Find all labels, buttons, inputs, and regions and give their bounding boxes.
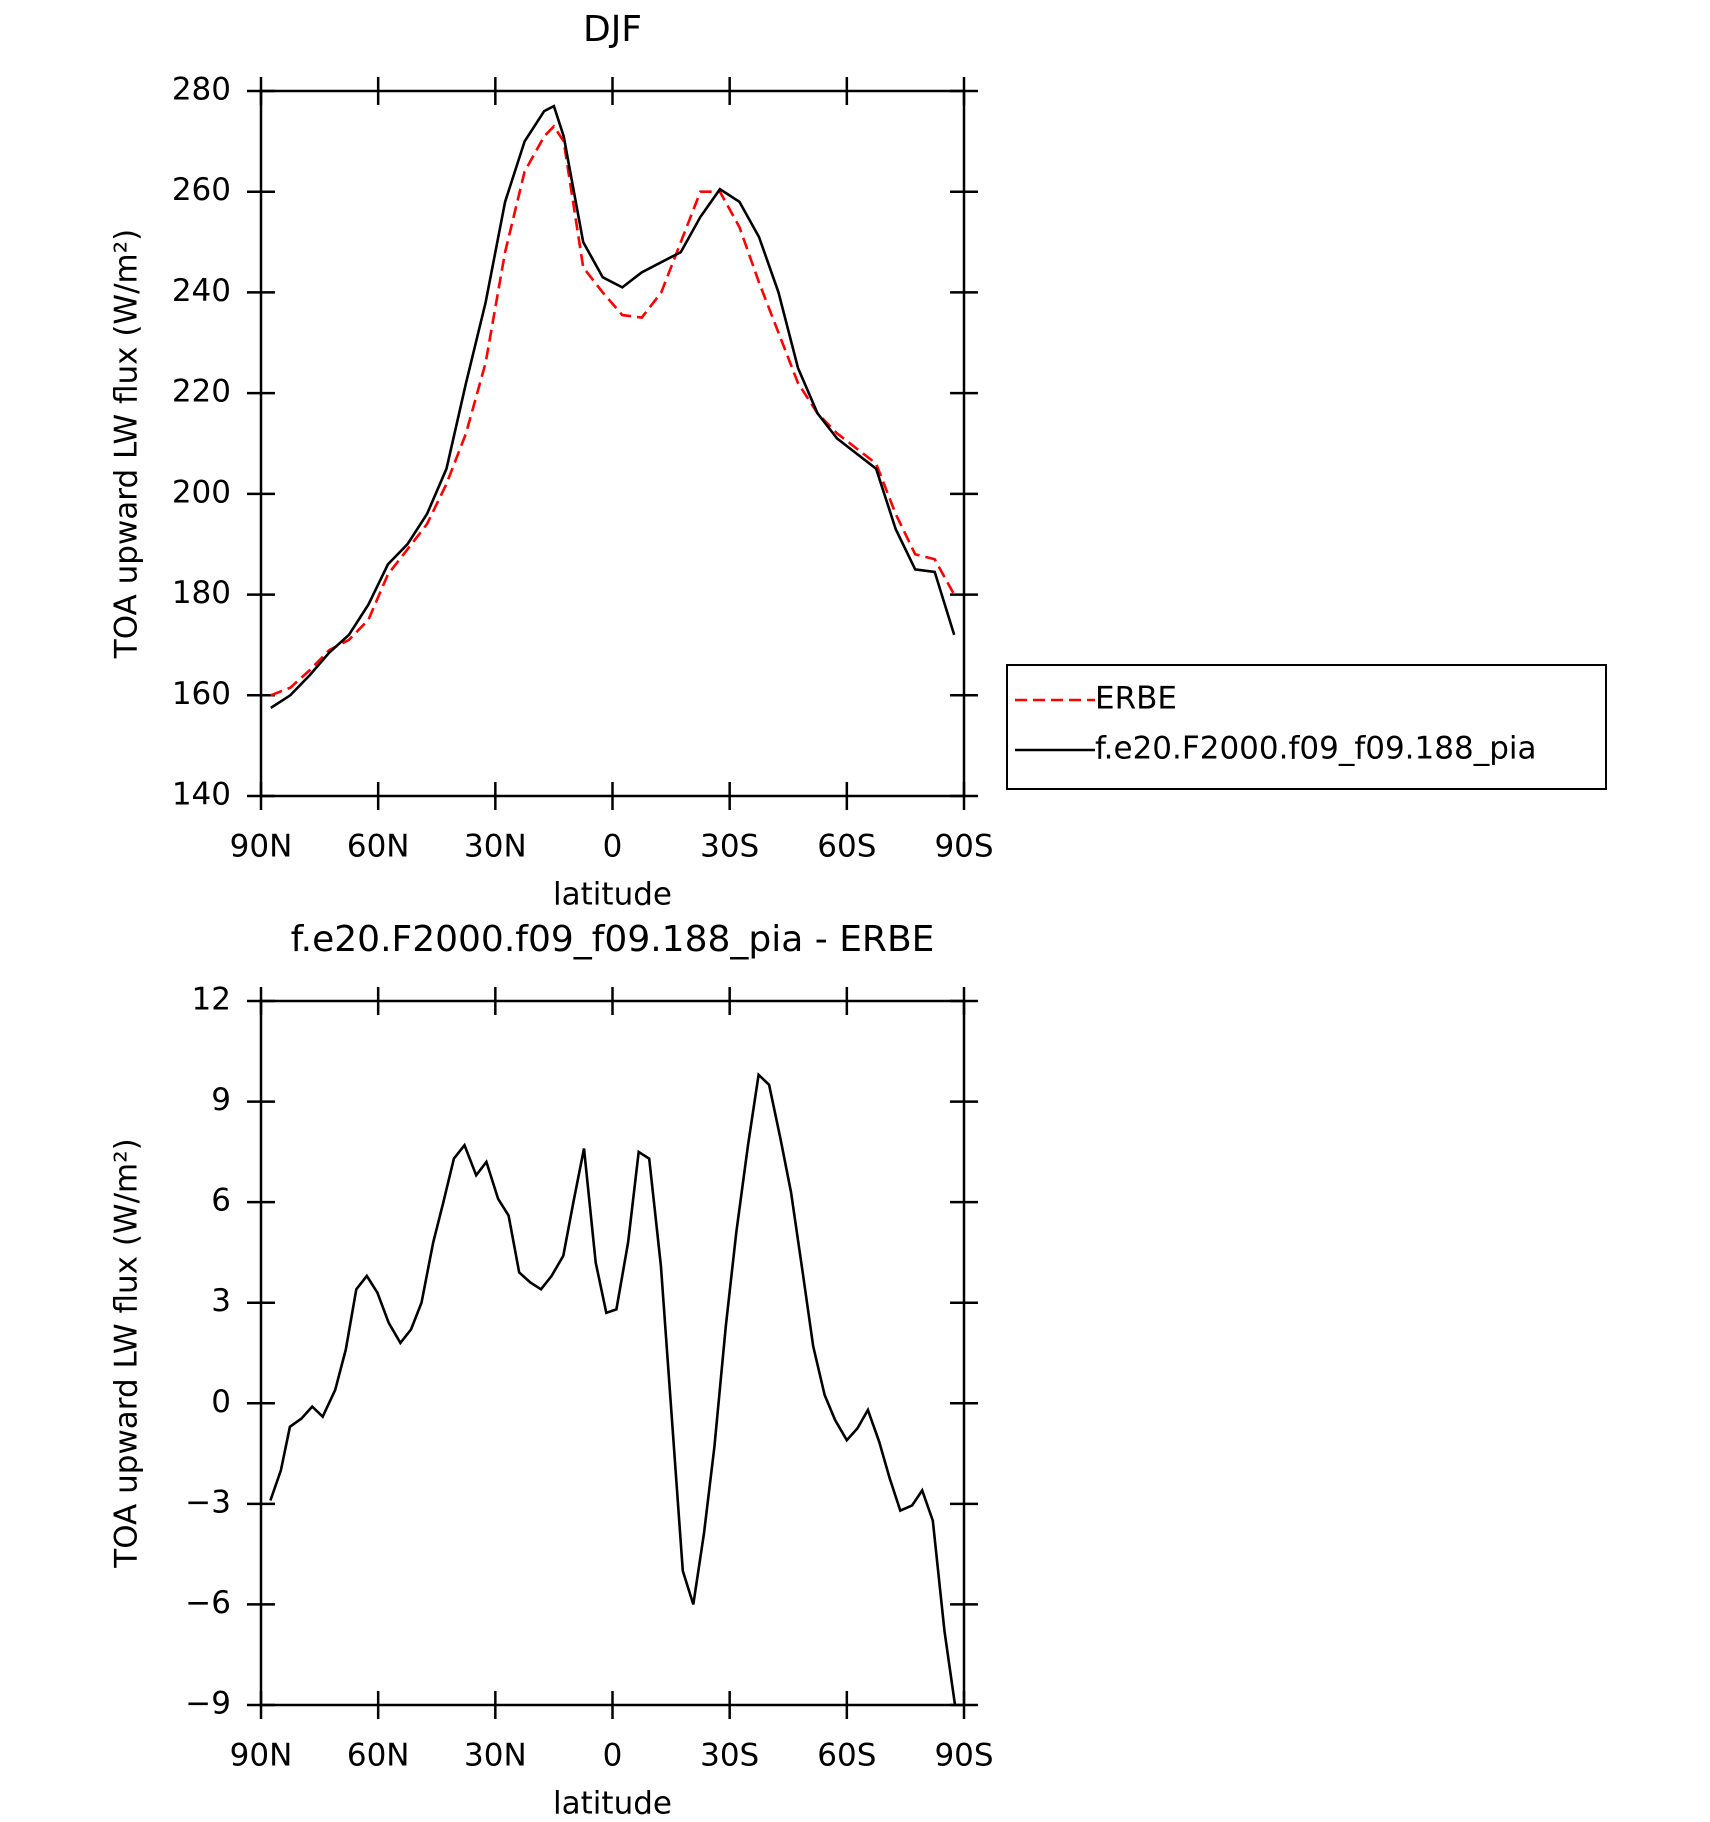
x-tick-label: 30N [464,829,527,865]
x-tick-label: 90N [230,829,293,865]
x-axis-label: latitude [553,1786,672,1822]
x-tick-label: 0 [603,829,623,865]
legend-box [1006,664,1607,790]
y-tick-label: 3 [211,1283,231,1319]
plot-frame [259,999,966,1707]
y-tick-label: −6 [185,1585,231,1621]
y-tick-label: −9 [185,1686,231,1722]
y-tick-label: 200 [172,474,231,510]
x-tick-label: 30S [700,1738,759,1774]
x-tick-label: 0 [603,1738,623,1774]
y-tick-label: 12 [192,982,231,1018]
data-line [270,124,956,697]
y-axis-label: TOA upward LW flux (W/m²) [109,229,145,659]
y-axis-label: TOA upward LW flux (W/m²) [109,1138,145,1568]
y-tick-label: 260 [172,172,231,208]
x-tick-label: 60N [347,1738,410,1774]
y-tick-label: 6 [211,1183,231,1219]
legend-label: f.e20.F2000.f09_f09.188_pia [1095,731,1537,767]
y-tick-label: 140 [172,777,231,813]
x-tick-label: 60S [817,1738,876,1774]
x-tick-label: 30N [464,1738,527,1774]
y-tick-label: 180 [172,575,231,611]
y-tick-label: 9 [211,1082,231,1118]
y-tick-label: 160 [172,676,231,712]
y-tick-label: 220 [172,374,231,410]
plot-frame [259,89,966,798]
chart-title: f.e20.F2000.f09_f09.188_pia - ERBE [291,919,935,960]
y-tick-label: −3 [185,1484,231,1520]
legend-label: ERBE [1095,681,1177,717]
x-tick-label: 90S [934,1738,993,1774]
data-line [270,104,956,709]
x-axis-label: latitude [553,877,672,913]
y-tick-label: 280 [172,72,231,108]
y-tick-label: 240 [172,273,231,309]
chart-title: DJF [583,9,642,50]
x-tick-label: 60N [347,829,410,865]
x-tick-label: 90S [934,829,993,865]
data-line [269,1072,957,1706]
y-tick-label: 0 [211,1384,231,1420]
x-tick-label: 90N [230,1738,293,1774]
x-tick-label: 60S [817,829,876,865]
x-tick-label: 30S [700,829,759,865]
